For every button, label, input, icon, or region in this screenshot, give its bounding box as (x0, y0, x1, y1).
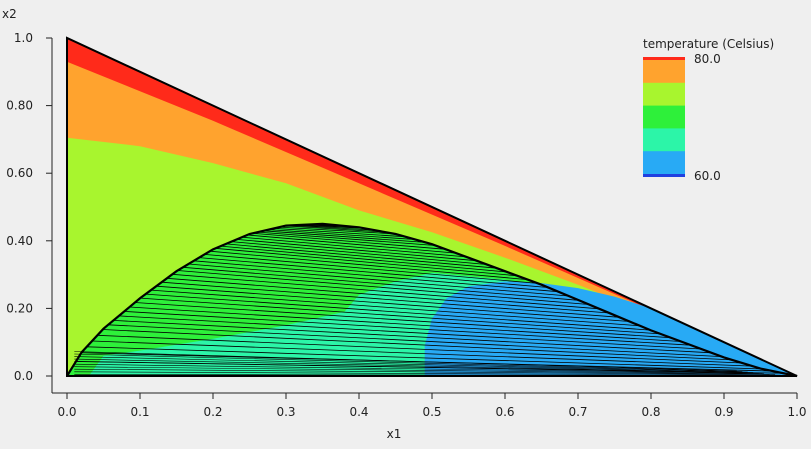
tie-line (247, 234, 457, 254)
axes: 0.0 0.1 0.2 0.3 0.4 0.5 0.6 0.7 0.8 0.9 1.0 0.0 0.2… (2, 7, 807, 441)
x-tick-label: 0.5 (422, 405, 441, 419)
y-tick-label: 0.40 (6, 234, 33, 248)
tie-line (74, 368, 776, 375)
tie-line (252, 232, 446, 250)
legend-swatch (643, 82, 685, 107)
tie-line (220, 245, 508, 273)
tie-line (263, 230, 426, 243)
tie-line (199, 257, 549, 288)
tie-line (74, 361, 759, 374)
tie-line (284, 225, 385, 233)
x-tick-label: 0.1 (130, 405, 149, 419)
ternary-triangle (66, 36, 798, 377)
x-tick-label: 0.8 (641, 405, 660, 419)
tie-line (231, 241, 487, 265)
y-tick-label: 0.80 (6, 99, 33, 113)
x-tick-label: 0.4 (349, 405, 368, 419)
x-tick-label: 0.9 (714, 405, 733, 419)
tie-line (113, 320, 712, 354)
y-axis-label: x2 (2, 7, 17, 21)
tie-line (140, 297, 661, 335)
tie-line (209, 250, 528, 280)
y-tick-label: 0.20 (6, 301, 33, 315)
x-tick-label: 0.7 (568, 405, 587, 419)
tie-line (172, 273, 600, 310)
tie-line (290, 225, 375, 231)
tie-line (161, 281, 620, 318)
tie-line (145, 293, 651, 331)
y-ticks: 0.0 0.20 0.40 0.60 0.80 1.0 (6, 31, 52, 383)
tie-line (177, 270, 590, 305)
x-tick-label: 1.0 (787, 405, 806, 419)
legend-min-label: 60.0 (694, 169, 721, 183)
tie-line (150, 289, 641, 327)
tie-line (74, 353, 743, 372)
x-tick-label: 0.0 (57, 405, 76, 419)
tie-line (124, 311, 692, 346)
tie-line (268, 229, 416, 240)
tie-line (183, 266, 579, 301)
tie-line (193, 260, 559, 293)
tie-line (274, 228, 406, 238)
x-axis-label: x1 (387, 427, 402, 441)
legend: temperature (Celsius) 80.0 60.0 (643, 37, 774, 183)
legend-swatches (643, 57, 685, 177)
tie-line (134, 302, 671, 339)
y-tick-label: 0.0 (14, 369, 33, 383)
tie-line (257, 231, 436, 246)
tie-line (129, 306, 681, 342)
x-tick-label: 0.2 (203, 405, 222, 419)
legend-max-label: 80.0 (694, 52, 721, 66)
legend-swatch (643, 60, 685, 84)
legend-swatch (643, 57, 685, 60)
tie-line (86, 346, 763, 370)
tie-line (102, 329, 733, 361)
legend-swatch (643, 105, 685, 129)
binodal-curve (66, 222, 798, 378)
y-tick-label: 0.60 (6, 166, 33, 180)
tie-line (118, 315, 702, 350)
tie-line (204, 254, 538, 284)
tie-lines (74, 224, 787, 376)
legend-title: temperature (Celsius) (643, 37, 774, 51)
tie-line (97, 334, 743, 364)
tie-line (215, 247, 518, 277)
tie-line (92, 340, 753, 367)
x-tick-label: 0.6 (495, 405, 514, 419)
tie-line (108, 324, 722, 357)
y-tick-label: 1.0 (14, 31, 33, 45)
tie-line (188, 263, 569, 297)
legend-swatch (643, 128, 685, 152)
x-ticks: 0.0 0.1 0.2 0.3 0.4 0.5 0.6 0.7 0.8 0.9 1.0 (57, 393, 807, 419)
tie-line (74, 356, 748, 373)
tie-line (279, 226, 395, 235)
tie-line (156, 285, 630, 322)
tie-line (74, 363, 765, 374)
tie-line (225, 243, 498, 269)
tie-line (74, 371, 781, 376)
tie-line (166, 277, 610, 314)
tie-line (74, 351, 737, 372)
tie-line (74, 358, 754, 373)
triangle-outline (66, 36, 798, 377)
tie-line (74, 366, 770, 375)
tie-line (241, 236, 467, 258)
legend-swatch (643, 174, 685, 177)
tie-line (236, 239, 477, 262)
binodal-curve-layer (66, 222, 798, 378)
x-tick-label: 0.3 (276, 405, 295, 419)
legend-swatch (643, 151, 685, 175)
